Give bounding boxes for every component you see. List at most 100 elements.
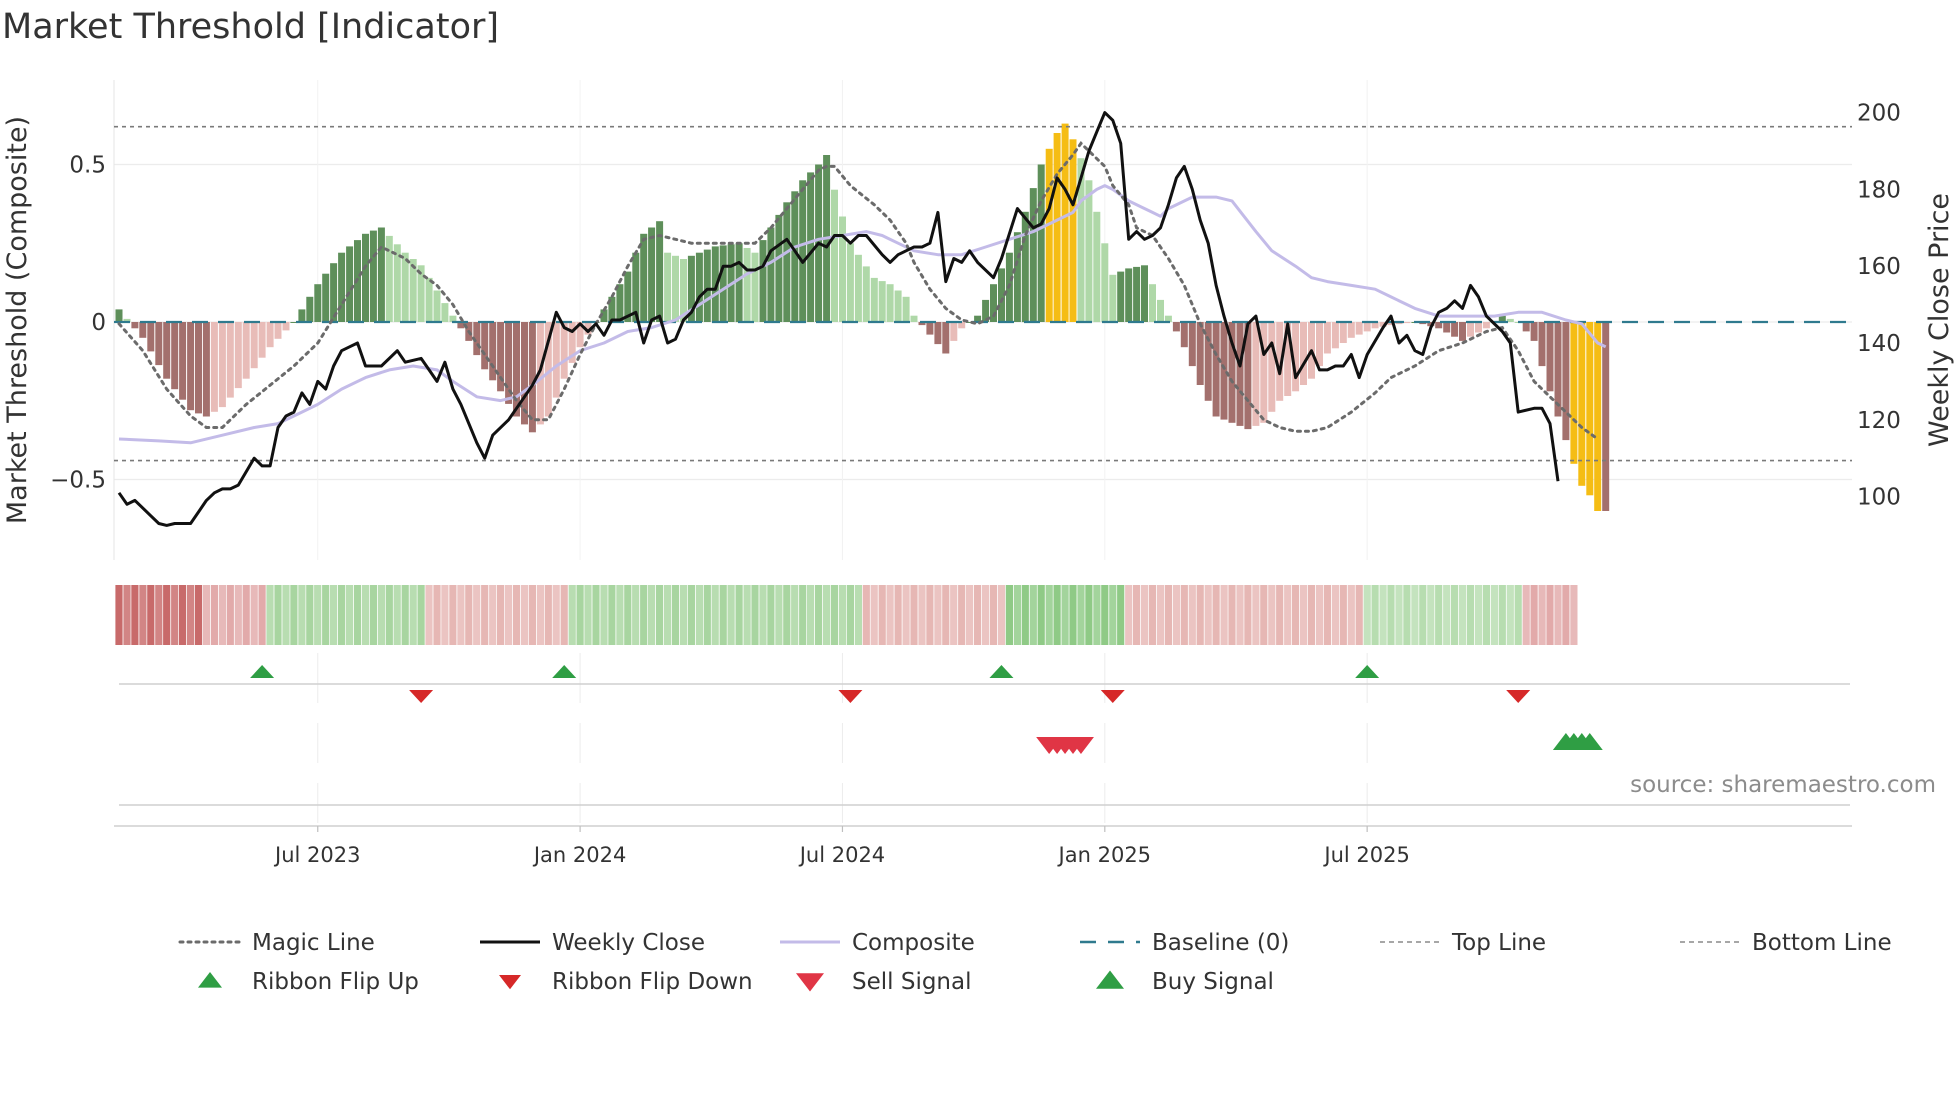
ribbon-cell bbox=[727, 585, 735, 645]
histogram-bar bbox=[1188, 322, 1196, 367]
ribbon-cell bbox=[1109, 585, 1117, 645]
ribbon-cell bbox=[1339, 585, 1347, 645]
histogram-bar bbox=[966, 322, 974, 323]
ribbon-cell bbox=[1363, 585, 1371, 645]
histogram-bar bbox=[1053, 133, 1061, 322]
ribbon-cell bbox=[799, 585, 807, 645]
ribbon-cell bbox=[934, 585, 942, 645]
ribbon-cell bbox=[497, 585, 505, 645]
histogram-bar bbox=[234, 322, 242, 389]
ribbon-cell bbox=[179, 585, 187, 645]
histogram-bar bbox=[640, 233, 648, 322]
histogram-bar bbox=[1236, 322, 1244, 426]
histogram-bar bbox=[703, 249, 711, 322]
ribbon-cell bbox=[886, 585, 894, 645]
ribbon-cell bbox=[982, 585, 990, 645]
ribbon-cell bbox=[616, 585, 624, 645]
histogram-bar bbox=[711, 246, 719, 322]
ribbon-cell bbox=[481, 585, 489, 645]
histogram-bar bbox=[687, 255, 695, 322]
signals-layer bbox=[119, 665, 1850, 806]
ribbon-cell bbox=[807, 585, 815, 645]
histogram-bar bbox=[1013, 232, 1021, 322]
ribbon-cell bbox=[1220, 585, 1228, 645]
ribbon-cell bbox=[330, 585, 338, 645]
ribbon-cell bbox=[1252, 585, 1260, 645]
ribbon-cell bbox=[1459, 585, 1467, 645]
histogram-bar bbox=[441, 303, 449, 322]
histogram-bar bbox=[473, 322, 481, 356]
y-axis-left-label: Market Threshold (Composite) bbox=[2, 116, 33, 524]
histogram-bar bbox=[242, 322, 250, 379]
ribbon-cell bbox=[1530, 585, 1538, 645]
histogram-bar bbox=[982, 299, 990, 322]
ribbon-cell bbox=[862, 585, 870, 645]
ribbon-cell bbox=[592, 585, 600, 645]
histogram-bar bbox=[1316, 322, 1323, 367]
histogram-bar bbox=[266, 322, 274, 348]
histogram-bar bbox=[433, 290, 441, 322]
ribbon-cell bbox=[783, 585, 791, 645]
histogram-bar bbox=[1220, 322, 1228, 420]
ribbon-cell bbox=[266, 585, 274, 645]
ribbon-cell bbox=[743, 585, 751, 645]
ribbon-cell bbox=[989, 585, 998, 645]
histogram-bar bbox=[998, 268, 1005, 322]
ribbon-cell bbox=[242, 585, 250, 645]
weekly-close-line bbox=[117, 111, 1560, 527]
ribbon-flip-up-marker bbox=[1355, 665, 1380, 678]
histogram-bar bbox=[449, 315, 457, 322]
ribbon-cell bbox=[139, 585, 147, 645]
histogram-bar bbox=[839, 216, 846, 322]
histogram-bar bbox=[799, 180, 807, 323]
histogram-bar bbox=[322, 273, 330, 322]
histogram-bar bbox=[1467, 322, 1474, 337]
histogram-bar bbox=[1093, 211, 1101, 323]
ribbon-cell bbox=[902, 585, 910, 645]
buy-signal-marker bbox=[1576, 733, 1603, 750]
histogram-bar bbox=[1252, 322, 1260, 426]
histogram-bar bbox=[1427, 322, 1435, 327]
histogram-bar bbox=[1347, 322, 1355, 338]
magic-line bbox=[117, 140, 1600, 441]
sell-signal-marker bbox=[1067, 737, 1094, 754]
histogram-bar bbox=[942, 322, 950, 354]
ribbon-cell bbox=[202, 585, 210, 645]
histogram-bar bbox=[330, 263, 338, 322]
histogram-bar bbox=[1387, 322, 1395, 326]
histogram-bar bbox=[131, 322, 139, 329]
x-tick-label: Jan 2024 bbox=[532, 843, 627, 867]
histogram-bar bbox=[584, 322, 592, 335]
legend-item: Baseline (0) bbox=[1080, 930, 1289, 956]
ribbon-cell bbox=[1029, 585, 1037, 645]
legend-item: Sell Signal bbox=[796, 969, 972, 995]
histogram-bar bbox=[934, 322, 942, 345]
histogram-bar bbox=[1133, 266, 1141, 322]
ribbon-cell bbox=[306, 585, 314, 645]
histogram-bar bbox=[600, 309, 608, 322]
ribbon-cell bbox=[1451, 585, 1459, 645]
ribbon-cell bbox=[441, 585, 449, 645]
ribbon-cell bbox=[711, 585, 719, 645]
histogram-bar bbox=[393, 244, 401, 322]
ribbon-cell bbox=[528, 585, 536, 645]
ribbon-cell bbox=[1300, 585, 1308, 645]
ribbon-cell bbox=[1307, 585, 1316, 645]
ribbon-cell bbox=[1204, 585, 1212, 645]
ribbon-cell bbox=[433, 585, 441, 645]
ribbon-cell bbox=[1411, 585, 1419, 645]
histogram-bar bbox=[385, 235, 393, 322]
y-right-tick-label: 180 bbox=[1857, 177, 1901, 203]
histogram-bar bbox=[409, 259, 417, 322]
histogram-bar bbox=[250, 322, 258, 369]
ribbon-cell bbox=[1156, 585, 1165, 645]
histogram-bar bbox=[1323, 322, 1331, 354]
ribbon-cell bbox=[1323, 585, 1331, 645]
histogram-bar bbox=[1475, 322, 1482, 333]
ribbon-cell bbox=[1085, 585, 1093, 645]
ribbon-cell bbox=[1292, 585, 1300, 645]
ribbon-cell bbox=[401, 585, 409, 645]
ribbon-cell bbox=[1387, 585, 1395, 645]
ribbon-cell bbox=[1506, 585, 1514, 645]
